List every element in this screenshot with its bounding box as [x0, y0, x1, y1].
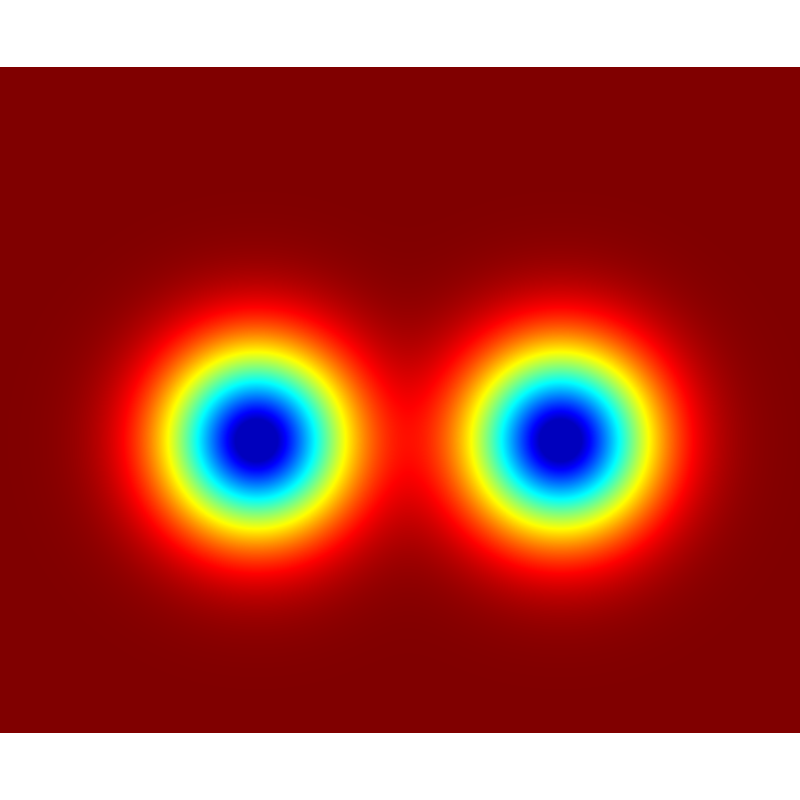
heatmap-field	[0, 67, 800, 733]
heatmap-chart	[0, 67, 800, 733]
